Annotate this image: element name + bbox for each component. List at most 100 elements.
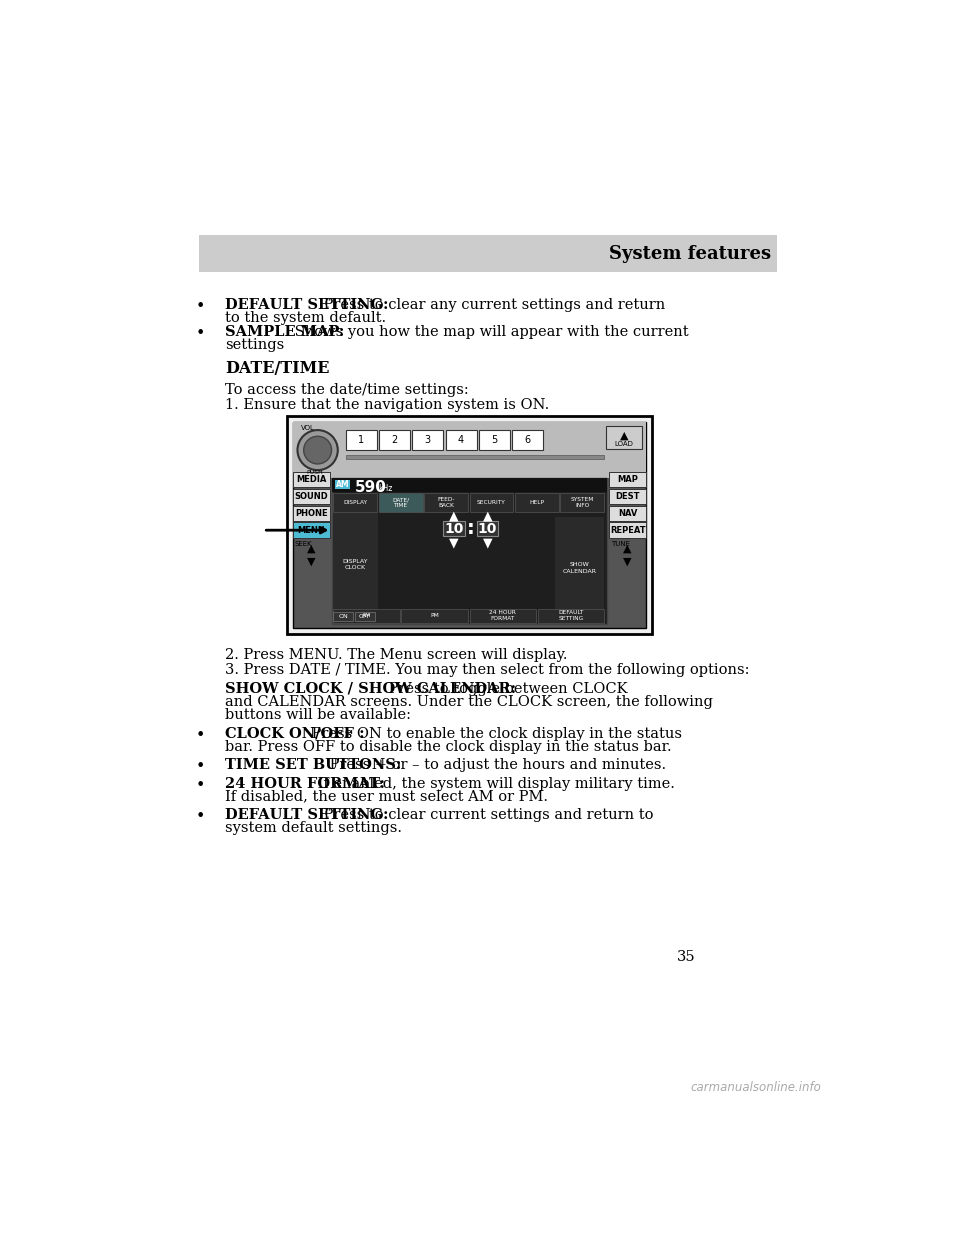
Bar: [355, 612, 375, 621]
Bar: [293, 523, 330, 538]
Text: CLOCK ON/OFF :: CLOCK ON/OFF :: [226, 727, 365, 740]
Text: 1. Ensure that the navigation system is ON.: 1. Ensure that the navigation system is …: [226, 397, 550, 412]
Text: •: •: [196, 324, 205, 342]
Text: AM: AM: [362, 614, 371, 619]
Text: DEFAULT
SETTING: DEFAULT SETTING: [559, 610, 584, 621]
Bar: [476, 520, 498, 537]
Bar: [346, 455, 604, 460]
Text: System features: System features: [609, 245, 771, 263]
Text: PM: PM: [430, 614, 439, 619]
Bar: [555, 517, 605, 619]
Bar: [606, 426, 641, 450]
Text: CALENDAR: CALENDAR: [563, 569, 596, 574]
Text: bar. Press OFF to disable the clock display in the status bar.: bar. Press OFF to disable the clock disp…: [226, 740, 672, 754]
Text: ▼: ▼: [449, 537, 459, 549]
Text: DATE/TIME: DATE/TIME: [226, 360, 330, 378]
Text: 24 HOUR FORMAT:: 24 HOUR FORMAT:: [226, 776, 385, 791]
Text: Press ON to enable the clock display in the status: Press ON to enable the clock display in …: [307, 727, 683, 740]
Text: 3: 3: [424, 435, 431, 445]
Text: PUSH: PUSH: [307, 471, 324, 476]
Circle shape: [298, 430, 338, 471]
Text: ▼: ▼: [483, 537, 492, 549]
Text: VOL: VOL: [300, 425, 315, 431]
Bar: [293, 422, 646, 478]
Bar: [469, 609, 537, 622]
Text: :: :: [467, 519, 474, 538]
Bar: [331, 478, 608, 625]
Text: •: •: [196, 298, 205, 314]
Circle shape: [303, 436, 331, 465]
Text: 590: 590: [355, 479, 387, 494]
Text: AM: AM: [336, 481, 349, 489]
Bar: [561, 493, 605, 512]
Bar: [445, 430, 476, 450]
Bar: [293, 505, 330, 520]
Text: ▼: ▼: [623, 556, 632, 566]
Bar: [333, 612, 353, 621]
Text: Shows you how the map will appear with the current: Shows you how the map will appear with t…: [290, 324, 688, 339]
Text: LOAD: LOAD: [614, 441, 634, 447]
Text: FEED-
BACK: FEED- BACK: [437, 497, 455, 508]
Text: Press to clear current settings and return to: Press to clear current settings and retu…: [319, 809, 654, 822]
Bar: [293, 422, 646, 628]
Text: HELP: HELP: [529, 501, 544, 505]
Text: MENU: MENU: [298, 525, 325, 535]
Text: SAMPLE MAP:: SAMPLE MAP:: [226, 324, 345, 339]
Bar: [609, 505, 646, 520]
Text: TIME SET BUTTONS:: TIME SET BUTTONS:: [226, 758, 402, 773]
Text: buttons will be available:: buttons will be available:: [226, 708, 412, 722]
Bar: [401, 609, 468, 622]
Text: ▲: ▲: [483, 509, 492, 523]
Text: 4: 4: [458, 435, 464, 445]
Bar: [512, 430, 543, 450]
Bar: [469, 493, 514, 512]
Bar: [479, 430, 510, 450]
Text: DATE/
TIME: DATE/ TIME: [392, 497, 409, 508]
Bar: [515, 493, 559, 512]
Text: If disabled, the user must select AM or PM.: If disabled, the user must select AM or …: [226, 790, 548, 804]
Text: DEFAULT SETTING:: DEFAULT SETTING:: [226, 809, 389, 822]
Bar: [609, 523, 646, 538]
Text: SOUND: SOUND: [295, 492, 328, 501]
Bar: [333, 493, 377, 512]
Text: ▲: ▲: [449, 509, 459, 523]
Text: DEFAULT SETTING:: DEFAULT SETTING:: [226, 298, 389, 312]
Text: •: •: [196, 809, 205, 825]
Bar: [331, 478, 608, 492]
Text: Press to toggle between CLOCK: Press to toggle between CLOCK: [384, 682, 627, 696]
Text: SHOW CLOCK / SHOW CALENDAR:: SHOW CLOCK / SHOW CALENDAR:: [226, 682, 516, 696]
Text: carmanualsonline.info: carmanualsonline.info: [690, 1081, 821, 1094]
Text: Press + or – to adjust the hours and minutes.: Press + or – to adjust the hours and min…: [325, 758, 666, 773]
Text: 3. Press DATE / TIME. You may then select from the following options:: 3. Press DATE / TIME. You may then selec…: [226, 663, 750, 677]
Text: and CALENDAR screens. Under the CLOCK screen, the following: and CALENDAR screens. Under the CLOCK sc…: [226, 696, 713, 709]
Text: MAP: MAP: [617, 474, 638, 484]
Text: •: •: [196, 727, 205, 744]
Text: 24 HOUR
FORMAT: 24 HOUR FORMAT: [490, 610, 516, 621]
Text: 1: 1: [358, 435, 364, 445]
Bar: [378, 493, 422, 512]
Text: 2. Press MENU. The Menu screen will display.: 2. Press MENU. The Menu screen will disp…: [226, 648, 568, 662]
Text: TUNE: TUNE: [611, 542, 630, 546]
Text: NAV: NAV: [618, 509, 637, 518]
Text: MEDIA: MEDIA: [297, 474, 326, 484]
Text: SEEK: SEEK: [295, 542, 312, 546]
Text: 10: 10: [478, 522, 497, 535]
Text: system default settings.: system default settings.: [226, 821, 402, 836]
Text: 2: 2: [392, 435, 397, 445]
Text: DISPLAY: DISPLAY: [343, 501, 367, 505]
Bar: [293, 472, 330, 487]
Text: Press to clear any current settings and return: Press to clear any current settings and …: [319, 298, 665, 312]
Text: 35: 35: [677, 950, 695, 964]
Text: SYSTEM
INFO: SYSTEM INFO: [571, 497, 594, 508]
Bar: [538, 609, 605, 622]
Bar: [346, 430, 376, 450]
Text: 6: 6: [524, 435, 531, 445]
Text: To access the date/time settings:: To access the date/time settings:: [226, 383, 469, 397]
Text: DISPLAY: DISPLAY: [343, 559, 369, 564]
Text: ON: ON: [338, 614, 348, 619]
Text: ▼: ▼: [307, 556, 316, 566]
Text: REPEAT: REPEAT: [610, 525, 645, 535]
Bar: [335, 481, 350, 489]
Bar: [609, 472, 646, 487]
Text: •: •: [196, 758, 205, 775]
